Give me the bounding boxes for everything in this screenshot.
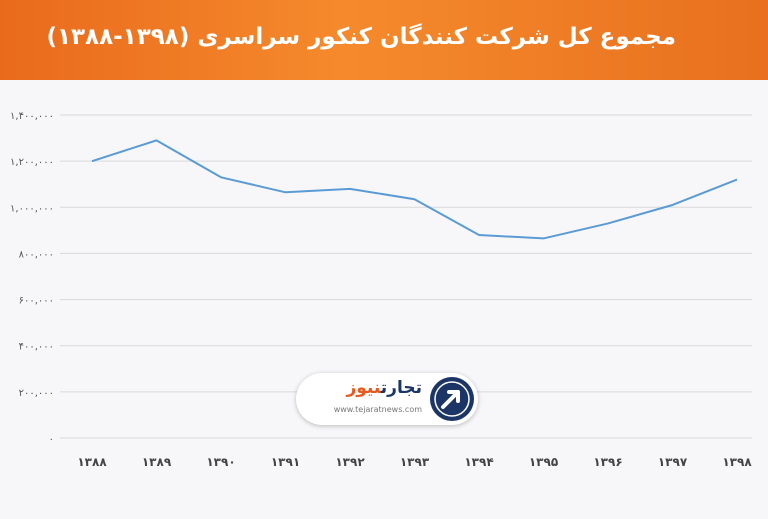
y-tick-label: ۰ [49,434,54,445]
x-tick-label: ۱۳۹۸ [722,455,752,469]
chart-title: مجموع کل شرکت کنندگان کنکور سراسری (۱۳۹۸… [46,24,676,50]
x-tick-label: ۱۳۹۴ [464,455,493,469]
y-tick-label: ۸۰۰,۰۰۰ [19,249,54,260]
x-tick-label: ۱۳۹۷ [658,455,688,469]
x-tick-label: ۱۳۸۹ [142,455,172,469]
logo-wordmark: تجارتنیوز [346,378,422,398]
y-tick-label: ۱,۰۰۰,۰۰۰ [10,203,54,214]
x-tick-label: ۱۳۹۱ [271,455,300,469]
arrow-circle-logo-icon [430,377,474,421]
y-tick-label: ۶۰۰,۰۰۰ [19,296,54,307]
y-tick-label: ۴۰۰,۰۰۰ [19,342,54,353]
series-line [91,139,738,240]
y-tick-label: ۱,۴۰۰,۰۰۰ [10,111,54,122]
line-chart: ۰ ۲۰۰,۰۰۰ ۴۰۰,۰۰۰ ۶۰۰,۰۰۰ ۸۰۰,۰۰۰ ۱,۰۰۰,۰۰۰ ۱,… [10,111,752,469]
chart-header: مجموع کل شرکت کنندگان کنکور سراسری (۱۳۹۸… [0,0,768,80]
x-tick-label: ۱۳۸۸ [77,455,107,469]
y-tick-label: ۲۰۰,۰۰۰ [19,388,54,399]
x-tick-label: ۱۳۹۲ [335,455,365,469]
series-group [91,139,738,240]
x-tick-label: ۱۳۹۰ [206,455,235,469]
chart-area: ۰ ۲۰۰,۰۰۰ ۴۰۰,۰۰۰ ۶۰۰,۰۰۰ ۸۰۰,۰۰۰ ۱,۰۰۰,۰۰۰ ۱,… [0,80,768,519]
x-tick-label: ۱۳۹۳ [400,455,430,469]
logo-url: www.tejaratnews.com [333,405,422,414]
tejaratnews-logo: تجارتنیوز www.tejaratnews.com [296,373,478,425]
x-tick-label: ۱۳۹۵ [529,455,558,469]
y-tick-label: ۱,۲۰۰,۰۰۰ [10,157,54,168]
logo-name-part2: نیوز [346,378,381,398]
logo-name-part1: تجارت [380,378,422,398]
x-tick-label: ۱۳۹۶ [593,455,622,469]
y-axis-ticks: ۰ ۲۰۰,۰۰۰ ۴۰۰,۰۰۰ ۶۰۰,۰۰۰ ۸۰۰,۰۰۰ ۱,۰۰۰,۰۰۰ ۱,… [10,111,54,445]
grid-lines [60,114,752,439]
x-axis-ticks: ۱۳۸۸ ۱۳۸۹ ۱۳۹۰ ۱۳۹۱ ۱۳۹۲ ۱۳۹۳ ۱۳۹۴ ۱۳۹۵ ۱۳۹۶ ۱۳۹۷… [77,455,752,469]
